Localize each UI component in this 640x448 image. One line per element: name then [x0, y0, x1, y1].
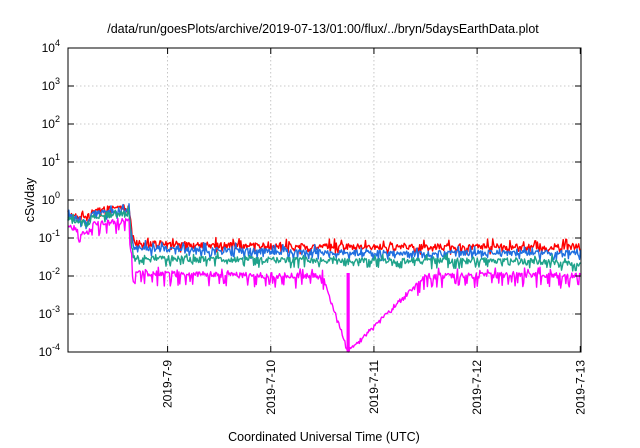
y-tick-label: 104 — [42, 38, 60, 55]
y-tick-label: 102 — [42, 114, 60, 131]
x-tick-label: 2019-7-13 — [573, 360, 587, 415]
series-line — [67, 203, 582, 262]
series-line — [67, 217, 582, 353]
series-line — [67, 206, 582, 272]
y-tick-label: 10-3 — [39, 304, 60, 321]
x-tick-label: 2019-7-10 — [264, 360, 278, 415]
series-line — [67, 204, 582, 255]
y-tick-label: 101 — [42, 152, 60, 169]
y-tick-label: 10-1 — [39, 228, 60, 245]
x-axis: 2019-7-9 2019-7-10 2019-7-11 2019-7-12 2019-… — [161, 48, 587, 415]
y-tick-label: 103 — [42, 76, 60, 93]
x-tick-label: 2019-7-12 — [470, 360, 484, 415]
y-tick-label: 10-4 — [39, 342, 60, 359]
y-axis-title: cSv/day — [23, 177, 37, 222]
series-layer — [67, 203, 582, 353]
y-axis: 10-4 10-3 10-2 10-1 100 101 102 103 104 — [39, 38, 581, 359]
x-axis-title: Coordinated Universal Time (UTC) — [228, 430, 420, 444]
series-spike — [346, 272, 350, 352]
chart-title: /data/run/goesPlots/archive/2019-07-13/0… — [107, 22, 539, 36]
x-tick-label: 2019-7-9 — [161, 360, 175, 408]
y-tick-label: 100 — [42, 190, 60, 207]
x-tick-label: 2019-7-11 — [367, 360, 381, 414]
grid-lines — [68, 48, 581, 352]
y-tick-label: 10-2 — [39, 266, 60, 283]
